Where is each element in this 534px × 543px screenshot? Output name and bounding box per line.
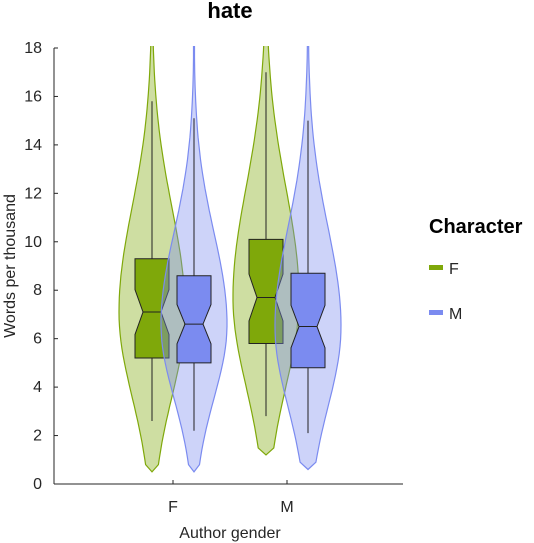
y-tick-label: 8: [33, 282, 42, 299]
x-tick-label: F: [168, 499, 178, 516]
box-m-m: [290, 272, 326, 369]
chart-title: hate: [207, 0, 252, 23]
legend-swatch-m: [429, 310, 443, 315]
y-tick-label: 4: [33, 379, 42, 396]
plot-area: [118, 46, 342, 473]
legend: FM: [429, 261, 462, 323]
box-f-f: [134, 258, 170, 359]
y-tick-label: 14: [24, 137, 42, 154]
y-tick-label: 18: [24, 40, 42, 57]
y-tick-label: 10: [24, 234, 42, 251]
y-tick-label: 0: [33, 476, 42, 493]
legend-title: Character: [429, 216, 523, 238]
box-f-m: [248, 238, 284, 344]
axes: 0 2 4 6 8 10 12 14 16 18 F M: [24, 40, 403, 516]
x-axis-title: Author gender: [179, 525, 281, 542]
box-m-f: [176, 275, 212, 364]
y-axis-title: Words per thousand: [2, 194, 19, 338]
y-tick-label: 2: [33, 428, 42, 445]
y-tick-label: 16: [24, 88, 42, 105]
legend-label-f: F: [449, 261, 459, 278]
y-tick-label: 12: [24, 185, 42, 202]
y-tick-label: 6: [33, 331, 42, 348]
legend-swatch-f: [429, 265, 443, 270]
x-tick-label: M: [280, 499, 293, 516]
legend-label-m: M: [449, 306, 462, 323]
